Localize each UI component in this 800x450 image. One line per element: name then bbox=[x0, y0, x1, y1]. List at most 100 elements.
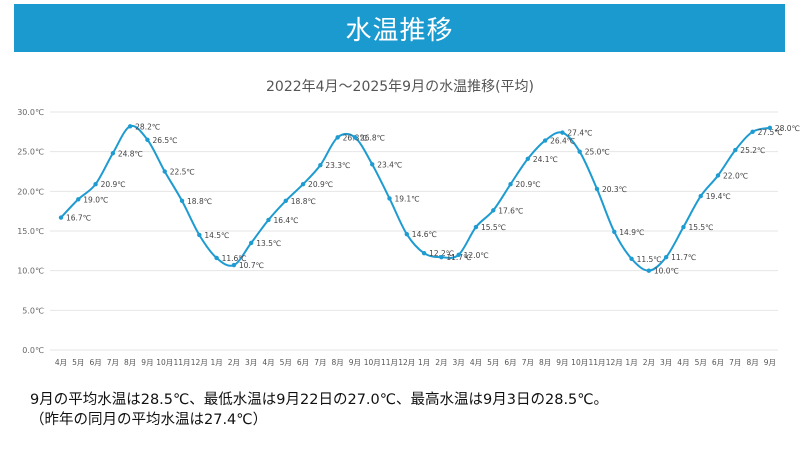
data-point bbox=[370, 162, 375, 167]
x-tick-label: 9月 bbox=[556, 358, 568, 367]
data-point bbox=[733, 147, 738, 153]
x-tick-label: 11月 bbox=[174, 358, 191, 367]
y-tick-label: 30.0℃ bbox=[17, 108, 44, 117]
data-label: 11.6℃ bbox=[222, 254, 247, 263]
x-tick-label: 7月 bbox=[314, 358, 326, 367]
x-tick-label: 1月 bbox=[418, 358, 430, 367]
data-point bbox=[715, 173, 721, 178]
data-point bbox=[767, 125, 773, 131]
x-tick-label: 10月 bbox=[571, 358, 588, 367]
data-point bbox=[248, 240, 254, 246]
data-point bbox=[439, 254, 444, 260]
x-tick-label: 4月 bbox=[55, 358, 67, 367]
summary-line-2: （昨年の同月の平均水温は27.4℃） bbox=[30, 412, 268, 428]
x-tick-label: 5月 bbox=[280, 358, 292, 367]
data-label: 23.4℃ bbox=[377, 160, 402, 169]
data-point bbox=[145, 137, 150, 142]
data-point bbox=[663, 254, 669, 260]
data-point bbox=[525, 156, 531, 162]
data-point bbox=[594, 186, 600, 192]
data-label: 25.0℃ bbox=[585, 148, 610, 157]
x-tick-label: 2月 bbox=[643, 358, 655, 367]
x-tick-label: 5月 bbox=[695, 358, 707, 367]
data-label: 19.1℃ bbox=[395, 194, 420, 203]
x-tick-label: 12月 bbox=[191, 358, 208, 367]
data-label: 15.5℃ bbox=[688, 223, 713, 232]
x-tick-label: 9月 bbox=[141, 358, 153, 367]
data-point bbox=[681, 224, 686, 230]
data-point bbox=[491, 208, 496, 213]
x-tick-label: 7月 bbox=[729, 358, 741, 367]
data-label: 11.7℃ bbox=[446, 253, 471, 262]
x-tick-label: 9月 bbox=[764, 358, 776, 367]
data-point bbox=[266, 217, 271, 223]
data-label: 26.4℃ bbox=[550, 137, 575, 146]
data-label: 18.8℃ bbox=[291, 197, 316, 206]
data-point bbox=[300, 181, 306, 187]
data-point bbox=[318, 162, 323, 168]
data-label: 27.4℃ bbox=[567, 129, 592, 138]
data-label: 16.7℃ bbox=[66, 214, 91, 223]
data-point bbox=[577, 149, 582, 154]
y-tick-label: 25.0℃ bbox=[17, 148, 44, 157]
y-tick-label: 15.0℃ bbox=[17, 227, 44, 236]
x-tick-label: 3月 bbox=[660, 358, 672, 367]
x-tick-label: 2月 bbox=[228, 358, 240, 367]
data-label: 15.5℃ bbox=[481, 223, 506, 232]
data-point bbox=[542, 138, 548, 143]
data-label: 16.4℃ bbox=[273, 216, 298, 225]
data-point bbox=[231, 262, 237, 268]
x-tick-label: 8月 bbox=[746, 358, 758, 367]
x-tick-label: 7月 bbox=[107, 358, 119, 367]
data-point bbox=[750, 129, 755, 135]
x-tick-label: 8月 bbox=[539, 358, 551, 367]
summary-line-1: 9月の平均水温は28.5℃、最低水温は9月22日の27.0℃、最高水温は9月3日… bbox=[30, 392, 609, 408]
x-tick-label: 4月 bbox=[262, 358, 274, 367]
x-tick-label: 4月 bbox=[470, 358, 482, 367]
data-point bbox=[335, 135, 340, 140]
data-label: 20.9℃ bbox=[308, 180, 333, 189]
x-tick-label: 10月 bbox=[156, 358, 173, 367]
data-label: 13.5℃ bbox=[256, 239, 281, 248]
x-tick-label: 6月 bbox=[504, 358, 516, 367]
x-tick-label: 1月 bbox=[210, 358, 222, 367]
data-point bbox=[473, 224, 479, 230]
x-tick-label: 11月 bbox=[588, 358, 605, 367]
water-temperature-chart: 0.0℃ 5.0℃ 10.0℃ 15.0℃ 20.0℃ 25.0℃ 30.0℃ 4月 5月 6月 7… bbox=[17, 108, 800, 367]
data-label: 17.6℃ bbox=[498, 206, 523, 215]
x-tick-label: 5月 bbox=[72, 358, 84, 367]
data-label: 14.6℃ bbox=[412, 230, 437, 239]
data-label: 23.3℃ bbox=[325, 161, 350, 170]
data-label: 11.7℃ bbox=[671, 253, 696, 262]
data-point bbox=[127, 124, 133, 129]
data-point bbox=[197, 232, 202, 238]
data-point bbox=[387, 196, 392, 201]
data-label: 14.9℃ bbox=[619, 228, 644, 237]
y-tick-label: 0.0℃ bbox=[22, 346, 44, 355]
x-tick-label: 6月 bbox=[712, 358, 724, 367]
data-label: 19.0℃ bbox=[83, 195, 108, 204]
data-label: 27.5℃ bbox=[758, 128, 783, 137]
data-point bbox=[214, 255, 219, 261]
x-tick-label: 12月 bbox=[398, 358, 415, 367]
x-tick-label: 11月 bbox=[381, 358, 398, 367]
x-tick-label: 3月 bbox=[453, 358, 465, 367]
x-tick-label: 4月 bbox=[677, 358, 689, 367]
page-banner: 水温推移 bbox=[14, 4, 785, 52]
y-tick-label: 20.0℃ bbox=[17, 187, 44, 196]
x-tick-label: 5月 bbox=[487, 358, 499, 367]
data-label: 20.9℃ bbox=[516, 180, 541, 189]
data-point bbox=[508, 181, 513, 187]
data-label: 24.1℃ bbox=[533, 155, 558, 164]
data-point bbox=[76, 197, 81, 202]
data-label: 22.0℃ bbox=[723, 171, 748, 180]
data-point bbox=[58, 215, 64, 220]
data-point bbox=[352, 135, 358, 140]
data-point bbox=[162, 169, 167, 174]
x-tick-label: 12月 bbox=[606, 358, 623, 367]
summary-text: 9月の平均水温は28.5℃、最低水温は9月22日の27.0℃、最高水温は9月3日… bbox=[30, 390, 608, 430]
data-label: 28.2℃ bbox=[135, 122, 160, 131]
data-label: 26.5℃ bbox=[152, 136, 177, 145]
data-label: 25.2℃ bbox=[740, 146, 765, 155]
data-point bbox=[698, 193, 703, 199]
